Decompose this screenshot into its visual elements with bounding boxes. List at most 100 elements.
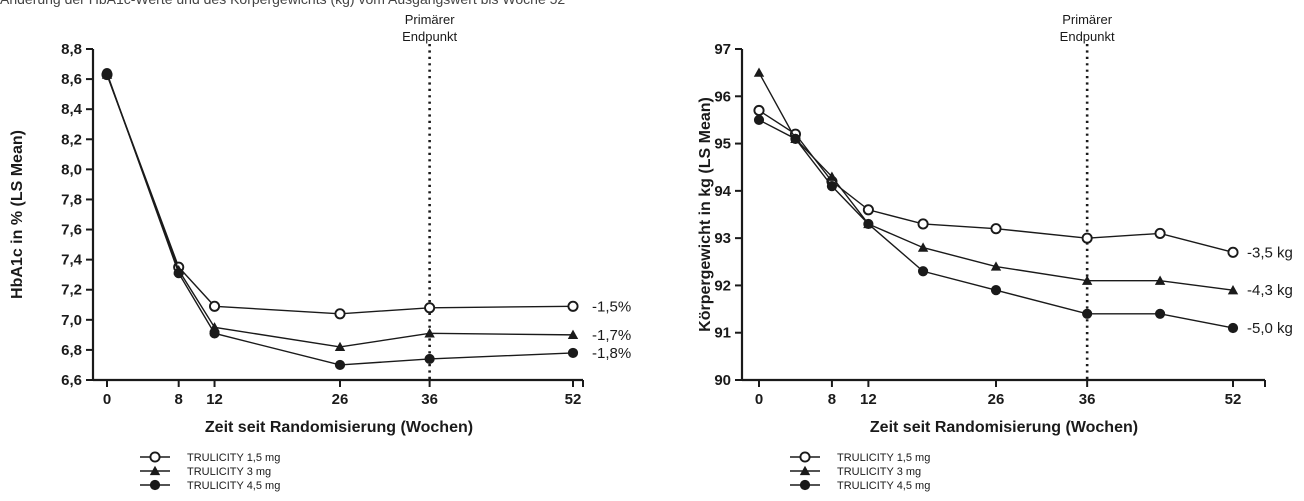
end-value-label: -1,8% (592, 345, 631, 362)
data-point (334, 341, 346, 352)
end-value-label: -1,7% (592, 327, 631, 344)
data-point (173, 268, 184, 279)
end-value-label: -1,5% (592, 298, 631, 315)
legend-marker (799, 479, 811, 491)
x-tick-label: 26 (332, 391, 349, 408)
end-value-label: -3,5 kg (1247, 244, 1293, 261)
y-tick-label: 8,8 (61, 41, 82, 58)
data-point (753, 114, 765, 126)
y-tick-label: 7,2 (61, 282, 82, 299)
chart-1: 6,6 6,8 7,0 7,2 7,4 7,6 7,8 8,0 8,2 8,4 8,6 8,8 0 8 12… (9, 12, 631, 492)
x-tick-label: 36 (421, 391, 438, 408)
end-value-label: -4,3 kg (1247, 282, 1293, 299)
legend: TRULICITY 1,5 mg TRULICITY 3 mg TRULICITY … (790, 451, 930, 492)
chart-2: 90 91 92 93 94 95 96 97 0 8 12 26 36 52 Zeit seit Rand… (697, 12, 1293, 492)
data-point (1154, 227, 1166, 239)
data-point (1154, 275, 1166, 285)
data-point (567, 300, 579, 312)
data-point (424, 302, 436, 314)
endpoint-label: Endpunkt (402, 29, 457, 44)
data-point (1227, 284, 1239, 295)
endpoint-label: Endpunkt (1060, 29, 1115, 44)
y-tick-label: 7,8 (61, 191, 82, 208)
data-point (101, 67, 113, 79)
y-tick-label: 91 (714, 325, 731, 342)
legend-marker (149, 479, 161, 491)
x-tick-label: 8 (828, 391, 836, 408)
y-tick-label: 8,0 (61, 161, 82, 178)
data-point (917, 242, 929, 252)
endpoint-label: Primärer (1062, 12, 1113, 27)
data-point (334, 308, 346, 320)
x-tick-label: 12 (206, 391, 223, 408)
y-axis-title: Körpergewicht in kg (LS Mean) (697, 97, 714, 332)
series-line (106, 74, 574, 315)
data-point (1154, 308, 1166, 319)
x-tick-label: 0 (103, 391, 111, 408)
x-tick-label: 52 (1225, 391, 1242, 408)
series-open-circle: -1,5% (101, 69, 631, 320)
data-point (863, 218, 874, 230)
y-tick-label: 8,4 (61, 101, 83, 118)
data-point (826, 171, 838, 181)
data-point (1081, 275, 1093, 285)
x-axis-title: Zeit seit Randomisierung (Wochen) (205, 419, 473, 436)
legend-label: TRULICITY 4,5 mg (187, 480, 280, 492)
y-axis-title: HbA1c in % (LS Mean) (9, 130, 26, 299)
y-tick-label: 93 (714, 230, 731, 247)
series-triangle: -1,7% (101, 69, 631, 352)
data-point (917, 218, 929, 230)
x-tick-label: 0 (755, 391, 763, 408)
data-point (862, 204, 874, 216)
data-point (990, 285, 1002, 296)
data-point (208, 300, 221, 312)
data-point (753, 67, 765, 77)
series-triangle: -4,3 kg (753, 67, 1293, 299)
series-line (106, 74, 574, 348)
data-point (1227, 322, 1239, 334)
data-point (209, 328, 220, 339)
series-line (106, 72, 574, 366)
y-tick-label: 96 (714, 88, 731, 105)
x-axis-title: Zeit seit Randomisierung (Wochen) (870, 419, 1138, 436)
series-filled-circle: -5,0 kg (753, 114, 1293, 337)
data-point (1082, 308, 1093, 319)
endpoint-label: Primärer (405, 12, 456, 27)
data-point (334, 359, 346, 371)
data-point (424, 353, 435, 365)
y-tick-label: 8,2 (61, 131, 82, 148)
end-value-label: -5,0 kg (1247, 320, 1293, 337)
data-point (424, 328, 435, 338)
legend-marker (799, 451, 811, 463)
series-filled-circle: -1,8% (101, 67, 631, 371)
data-point (1081, 232, 1093, 244)
x-tick-label: 12 (860, 391, 877, 408)
x-tick-label: 36 (1079, 391, 1096, 408)
x-tick-label: 26 (988, 391, 1005, 408)
data-point (567, 347, 579, 359)
x-tick-label: 52 (565, 391, 582, 408)
y-tick-label: 90 (714, 372, 731, 389)
data-point (917, 266, 929, 277)
data-point (567, 329, 579, 340)
legend-label: TRULICITY 3 mg (187, 466, 271, 478)
legend-label: TRULICITY 4,5 mg (837, 480, 930, 492)
data-point (753, 104, 765, 117)
data-point (1227, 246, 1239, 258)
y-tick-label: 8,6 (61, 71, 82, 88)
legend: TRULICITY 1,5 mg TRULICITY 3 mg TRULICITY … (140, 451, 280, 492)
data-point (790, 133, 801, 144)
y-tick-label: 94 (714, 183, 731, 200)
legend-label: TRULICITY 1,5 mg (187, 452, 280, 464)
y-tick-label: 95 (714, 136, 731, 153)
legend-marker (799, 465, 811, 476)
y-tick-label: 6,8 (61, 342, 82, 359)
y-tick-label: 7,4 (61, 252, 83, 269)
x-tick-label: 8 (175, 391, 183, 408)
y-tick-label: 7,6 (61, 222, 82, 239)
y-tick-label: 7,0 (61, 312, 82, 329)
y-tick-label: 92 (714, 277, 731, 294)
figure-caption: Änderung der HbA1c-Werte und des Körperg… (0, 0, 1304, 11)
legend-marker (149, 465, 161, 476)
